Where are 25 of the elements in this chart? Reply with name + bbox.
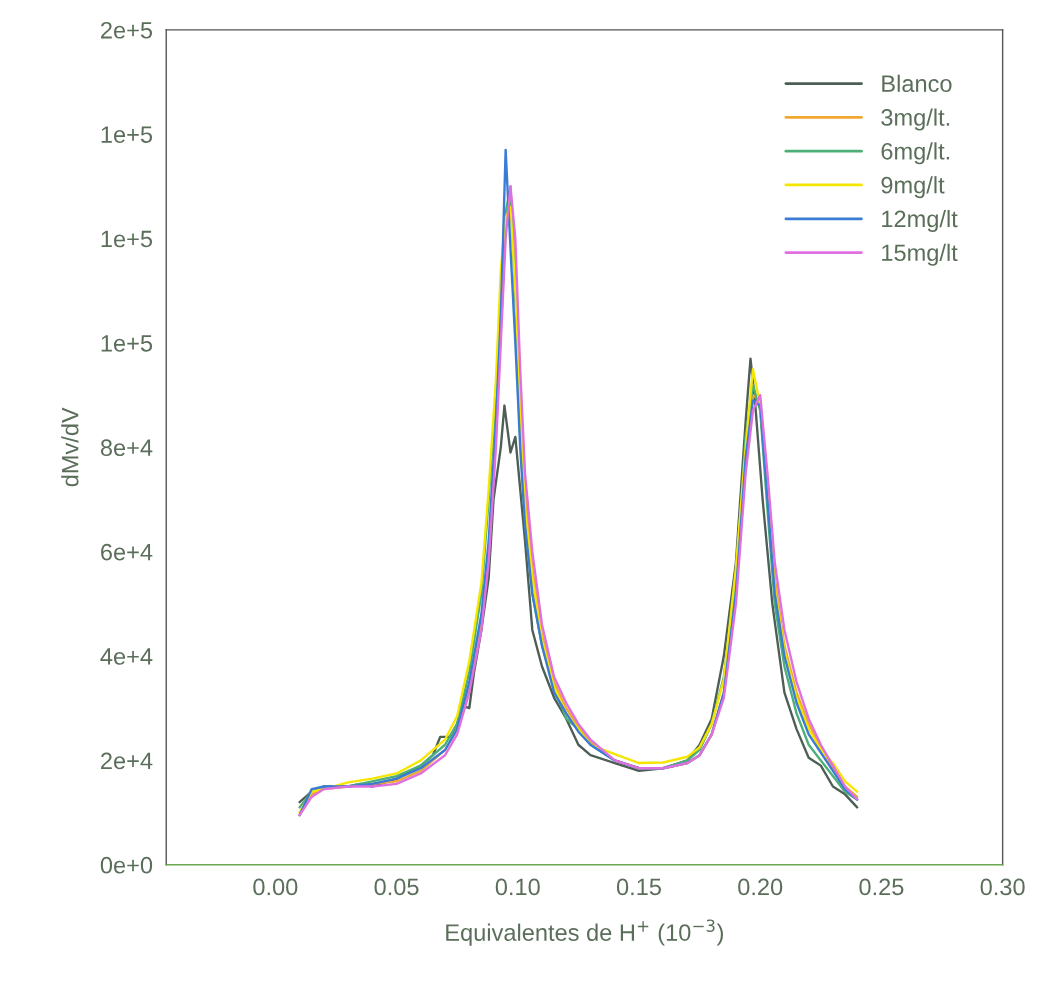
legend-label: Blanco bbox=[882, 74, 952, 93]
legend-label: 3mg/lt. bbox=[881, 108, 950, 131]
y-tick-label: 4e+4 bbox=[100, 648, 153, 665]
y-tick-label: 1e+5 bbox=[101, 126, 153, 143]
legend-label: 15mg/lt bbox=[882, 243, 958, 266]
x-axis-title: Equivalentes de H$^{+}$ (10$^{−3}$) bbox=[446, 919, 723, 946]
legend-label: 6mg/lt. bbox=[881, 142, 950, 165]
x-tick-label: 0.30 bbox=[980, 878, 1025, 896]
x-tick-label: 0.15 bbox=[616, 878, 661, 896]
y-tick-label: 6e+4 bbox=[101, 543, 153, 561]
x-tick-label: 0.25 bbox=[859, 878, 904, 896]
x-tick-label: 0.00 bbox=[253, 878, 298, 896]
y-tick-label: 2e+4 bbox=[101, 752, 153, 770]
y-axis-title: dMv/dV bbox=[61, 407, 79, 487]
legend-label: 12mg/lt bbox=[882, 209, 958, 232]
y-tick-label: 1e+5 bbox=[101, 230, 153, 248]
x-tick-label: 0.05 bbox=[374, 878, 419, 896]
y-tick-label: 0e+0 bbox=[100, 856, 153, 874]
y-tick-label: 8e+4 bbox=[100, 439, 153, 457]
y-tick-label: 1e+5 bbox=[101, 335, 153, 352]
line-series bbox=[298, 357, 859, 809]
y-tick-label: 2e+5 bbox=[101, 21, 153, 39]
x-tick-label: 0.20 bbox=[738, 878, 783, 896]
x-tick-label: 0.10 bbox=[495, 878, 540, 896]
legend-label: 9mg/lt bbox=[881, 176, 945, 199]
